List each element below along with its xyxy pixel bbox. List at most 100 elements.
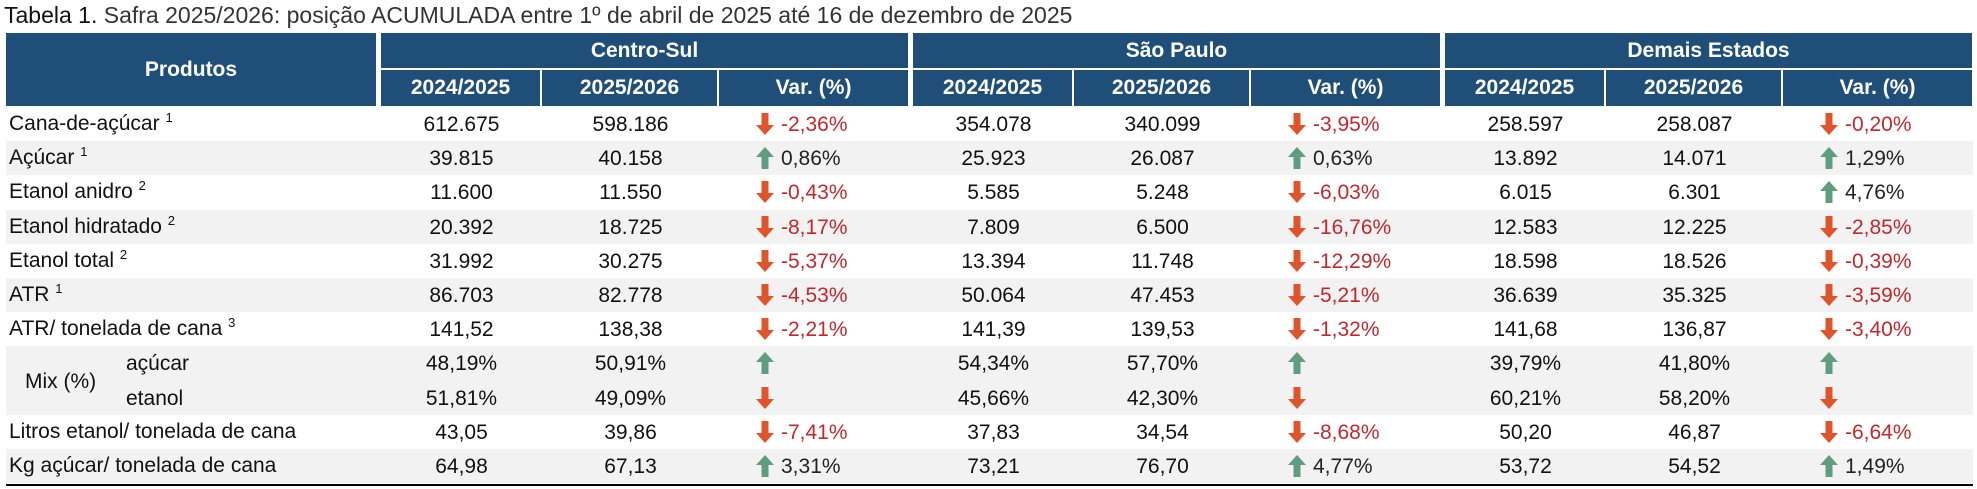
row-background [6,209,1973,244]
column-header: Var. (%) [1783,70,1972,106]
cell-value: 136,87 [1662,318,1727,342]
cell-variation: -2,85% [1845,215,1912,239]
arrow-up [1820,147,1838,170]
cell-variation: -0,39% [1845,249,1912,273]
cell-variation: -3,40% [1845,318,1912,342]
column-header: Var. (%) [1251,70,1440,106]
cell-value: 35.325 [1662,284,1727,307]
title-prefix: Tabela 1. [4,2,98,28]
cell-value: 51,81% [425,386,498,410]
cell-value: 5.585 [967,181,1020,205]
cell-variation: -5,37% [781,249,848,273]
row-label-text: Cana-de-açúcar [9,112,160,135]
cell-value: 139,53 [1130,318,1195,342]
arrow-up [756,147,774,170]
cell-value: 11.550 [599,181,662,205]
cell-value: 26.087 [1130,147,1195,171]
cell-value: 53,72 [1499,455,1552,478]
cell-value: 40.158 [598,147,663,171]
cell-variation: 0,86% [781,147,841,171]
cell-variation: -2,21% [781,318,848,342]
cell-value: 141,68 [1493,318,1558,342]
arrow-down [1820,215,1838,238]
row-label: ATR/ tonelada de cana 3 [9,315,236,339]
arrow-down [1288,318,1306,341]
row-label: Kg açúcar/ tonelada de cana [9,455,276,476]
column-header: 2025/2026 [1606,70,1781,106]
cell-value: 18.598 [1493,249,1558,273]
cell-variation: -0,43% [781,181,848,205]
arrow-up [1288,147,1306,170]
cell-value: 36.639 [1493,284,1558,307]
arrow-down [756,420,774,443]
row-label: Litros etanol/ tonelada de cana [9,421,296,442]
cell-value: 82.778 [598,284,663,307]
footnote-mark: 1 [55,281,63,296]
arrow-down [1288,215,1306,238]
cell-value: 14.071 [1662,147,1727,171]
cell-value: 43,05 [435,420,488,444]
cell-value: 20.392 [429,215,494,239]
cell-value: 138,38 [598,318,663,342]
cell-value: 39,79% [1489,352,1562,376]
row-label-text: ATR [9,283,50,306]
arrow-down [756,284,774,306]
arrow-down [756,215,774,238]
cell-value: 30.275 [598,249,663,273]
row-label-text: Etanol hidratado [9,214,162,238]
footnote-mark: 1 [165,110,173,125]
table-bottom-rule [6,484,1973,487]
cell-value: 49,09% [594,386,667,410]
header-cell: Produtos [6,33,376,106]
cell-variation: 1,29% [1845,147,1905,171]
cell-value: 64,98 [435,455,488,478]
cell-variation: -7,41% [781,420,848,444]
cell-value: 50,91% [594,352,667,376]
cell-value: 6.301 [1668,181,1721,205]
cell-value: 86.703 [429,284,494,307]
arrow-up [1820,455,1838,477]
cell-variation: -3,95% [1313,113,1380,136]
column-header: Var. (%) [719,70,908,106]
row-label: Açúcar 1 [9,144,88,168]
row-label: Etanol total 2 [9,248,127,272]
arrow-up [1820,352,1838,375]
title-text: Safra 2025/2026: posição ACUMULADA entre… [103,2,1073,28]
cell-value: 141,39 [961,318,1026,342]
cell-variation: -5,21% [1313,284,1380,307]
cell-variation: 3,31% [781,455,841,478]
row-label: Etanol hidratado 2 [9,214,175,238]
cell-value: 11.748 [1131,249,1194,273]
footnote-mark: 1 [80,144,88,160]
arrow-down [1820,386,1838,409]
footnote-mark: 3 [228,315,236,331]
cell-variation: -4,53% [781,284,848,307]
cell-value: 5.248 [1136,181,1189,205]
cell-value: 54,34% [957,352,1030,376]
cell-variation: -16,76% [1313,215,1392,239]
footnote-mark: 2 [138,178,146,194]
column-header: 2025/2026 [542,70,717,106]
cell-value: 141,52 [429,318,494,342]
cell-value: 39,86 [604,420,657,444]
row-label-text: Etanol total [9,248,115,272]
cell-value: 18.725 [598,215,663,239]
arrow-down [1820,420,1838,443]
cell-variation: -6,03% [1313,181,1380,205]
cell-value: 60,21% [1489,386,1562,410]
cell-value: 34,54 [1136,420,1189,444]
arrow-down [756,318,774,341]
row-label: Mix (%) [25,369,97,393]
cell-value: 42,30% [1126,386,1199,410]
arrow-down [756,181,774,204]
cell-value: 47.453 [1130,284,1195,307]
row-label: ATR 1 [9,281,63,306]
cell-value: 612.675 [423,113,500,136]
cell-value: 45,66% [957,386,1030,410]
group-header: São Paulo [913,33,1440,68]
group-header: Centro-Sul [381,33,908,68]
cell-value: 67,13 [604,455,657,478]
cell-value: 354.078 [955,113,1032,136]
cell-variation: -6,64% [1845,420,1912,444]
